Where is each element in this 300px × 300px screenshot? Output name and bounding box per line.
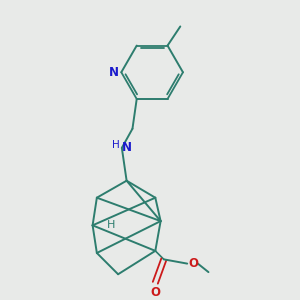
Text: H: H bbox=[112, 140, 119, 150]
Text: H: H bbox=[106, 220, 115, 230]
Text: O: O bbox=[150, 286, 160, 299]
Text: N: N bbox=[122, 141, 132, 154]
Text: N: N bbox=[109, 66, 119, 79]
Text: O: O bbox=[189, 257, 199, 270]
